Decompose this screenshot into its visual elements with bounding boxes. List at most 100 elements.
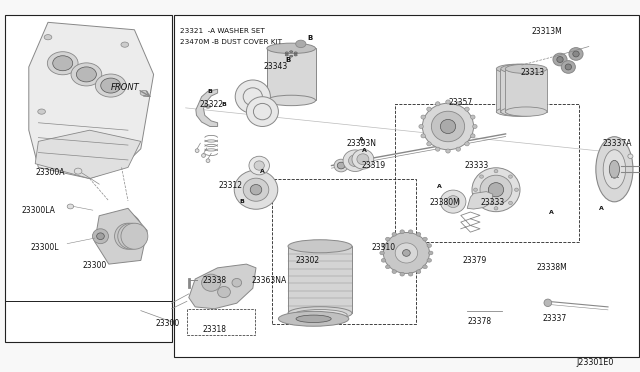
Ellipse shape xyxy=(288,307,352,320)
Ellipse shape xyxy=(396,243,417,263)
Ellipse shape xyxy=(206,159,210,163)
Ellipse shape xyxy=(218,286,230,298)
Ellipse shape xyxy=(470,115,475,119)
Bar xyxy=(272,179,416,324)
Ellipse shape xyxy=(385,237,390,241)
Ellipse shape xyxy=(447,196,460,208)
Ellipse shape xyxy=(494,206,498,210)
Ellipse shape xyxy=(202,274,221,291)
Ellipse shape xyxy=(97,233,104,240)
Ellipse shape xyxy=(416,270,421,273)
Text: 23337A: 23337A xyxy=(603,139,632,148)
Ellipse shape xyxy=(95,74,126,97)
Ellipse shape xyxy=(472,168,520,212)
Ellipse shape xyxy=(472,124,477,128)
Ellipse shape xyxy=(249,156,269,175)
Ellipse shape xyxy=(423,237,428,241)
Ellipse shape xyxy=(380,251,384,255)
Ellipse shape xyxy=(427,107,431,111)
Ellipse shape xyxy=(381,259,386,262)
Text: 23357: 23357 xyxy=(449,98,473,107)
Text: B: B xyxy=(308,35,313,41)
Text: A: A xyxy=(599,206,604,211)
Bar xyxy=(267,48,316,100)
Ellipse shape xyxy=(307,312,333,318)
Ellipse shape xyxy=(474,188,477,191)
Ellipse shape xyxy=(427,244,431,247)
Ellipse shape xyxy=(501,107,543,116)
Ellipse shape xyxy=(294,54,297,56)
Text: 23379: 23379 xyxy=(463,256,487,265)
Text: 23300: 23300 xyxy=(156,319,180,328)
Ellipse shape xyxy=(423,265,428,269)
Ellipse shape xyxy=(357,154,369,165)
Ellipse shape xyxy=(465,107,469,111)
Ellipse shape xyxy=(343,150,367,171)
Ellipse shape xyxy=(480,175,512,204)
Polygon shape xyxy=(196,89,218,126)
Ellipse shape xyxy=(76,67,97,82)
Text: A: A xyxy=(260,169,265,174)
Ellipse shape xyxy=(456,102,461,106)
Ellipse shape xyxy=(74,168,82,174)
Ellipse shape xyxy=(254,161,264,170)
Polygon shape xyxy=(467,192,493,209)
Ellipse shape xyxy=(431,111,465,142)
Text: 23343: 23343 xyxy=(263,62,287,71)
Polygon shape xyxy=(189,264,256,309)
Ellipse shape xyxy=(52,56,73,71)
Ellipse shape xyxy=(400,272,404,276)
Ellipse shape xyxy=(440,190,466,213)
Ellipse shape xyxy=(352,149,374,169)
Ellipse shape xyxy=(506,64,547,73)
Text: 23321  -A WASHER SET: 23321 -A WASHER SET xyxy=(180,28,265,33)
Ellipse shape xyxy=(445,149,451,153)
Ellipse shape xyxy=(392,270,397,273)
Ellipse shape xyxy=(509,175,513,178)
Ellipse shape xyxy=(497,107,538,116)
Text: A: A xyxy=(549,209,554,215)
Ellipse shape xyxy=(421,115,426,119)
Ellipse shape xyxy=(501,64,543,73)
Ellipse shape xyxy=(67,204,74,209)
Ellipse shape xyxy=(596,137,633,202)
Ellipse shape xyxy=(435,102,440,106)
Ellipse shape xyxy=(381,244,386,247)
Ellipse shape xyxy=(435,147,440,151)
Ellipse shape xyxy=(115,223,141,249)
Text: 23313: 23313 xyxy=(520,68,545,77)
Text: 23300A: 23300A xyxy=(35,169,65,177)
Ellipse shape xyxy=(497,64,538,73)
Ellipse shape xyxy=(515,188,518,191)
Ellipse shape xyxy=(416,232,421,236)
Ellipse shape xyxy=(427,259,431,262)
Ellipse shape xyxy=(509,201,513,205)
Ellipse shape xyxy=(569,48,583,60)
Ellipse shape xyxy=(403,250,410,256)
Ellipse shape xyxy=(427,142,431,146)
Text: A: A xyxy=(436,183,442,189)
Ellipse shape xyxy=(246,97,278,126)
Ellipse shape xyxy=(400,230,404,234)
Ellipse shape xyxy=(392,232,397,236)
Ellipse shape xyxy=(445,100,451,104)
Ellipse shape xyxy=(544,299,552,307)
Ellipse shape xyxy=(293,310,347,321)
Bar xyxy=(187,309,255,335)
Ellipse shape xyxy=(195,149,199,153)
Text: 23333: 23333 xyxy=(481,198,505,207)
Ellipse shape xyxy=(38,109,45,114)
Text: 23300LA: 23300LA xyxy=(22,206,55,215)
Text: B: B xyxy=(221,102,227,107)
Ellipse shape xyxy=(488,183,504,197)
Text: 23318: 23318 xyxy=(202,325,227,334)
Polygon shape xyxy=(29,22,154,179)
Text: 23338: 23338 xyxy=(202,276,227,285)
Text: 23300: 23300 xyxy=(83,262,107,270)
Ellipse shape xyxy=(349,155,362,167)
Ellipse shape xyxy=(253,103,271,120)
Bar xyxy=(496,69,538,112)
Text: 23313M: 23313M xyxy=(532,27,563,36)
Ellipse shape xyxy=(479,201,483,205)
Ellipse shape xyxy=(44,35,52,40)
